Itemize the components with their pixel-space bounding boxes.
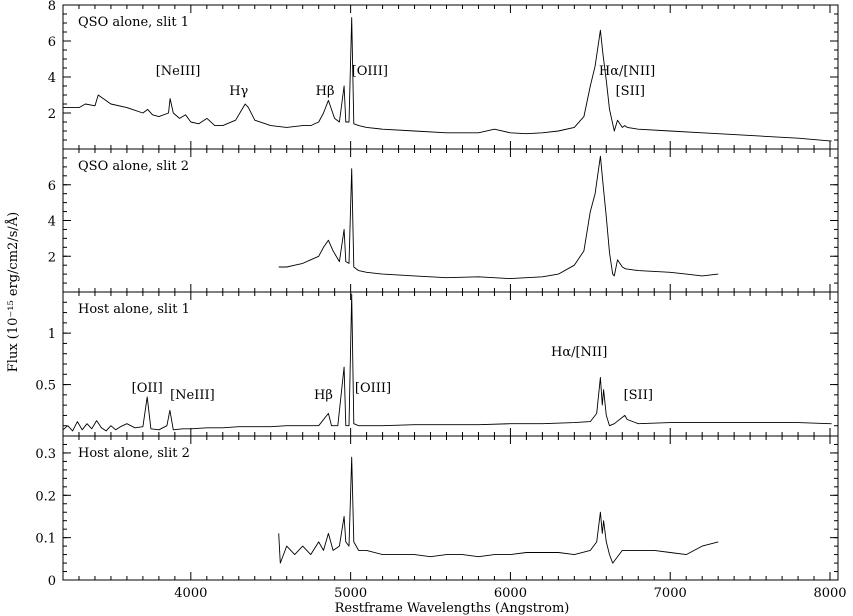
x-tick-label: 8000 (813, 586, 846, 601)
emission-line-label: [SII] (616, 84, 645, 99)
panel-1-ytick-label: 6 (48, 35, 56, 50)
panel-3-ytick-label: 1 (48, 327, 56, 342)
panel-3-spectrum-line (62, 293, 832, 432)
panel-4-ytick-label: 0.2 (35, 489, 56, 504)
y-axis-label: Flux (10⁻¹⁵ erg/cm2/s/Å) (5, 212, 21, 372)
panel-4-ytick-label: 0 (48, 574, 56, 589)
x-tick-label: 6000 (494, 586, 527, 601)
panel-2-title: QSO alone, slit 2 (78, 159, 189, 174)
emission-line-label: [OIII] (355, 381, 391, 396)
emission-line-label: Hβ (316, 84, 335, 99)
x-tick-label: 5000 (334, 586, 367, 601)
panel-1-ytick-label: 8 (48, 0, 56, 14)
panel-2-ytick-label: 6 (48, 179, 56, 194)
panel-1-title: QSO alone, slit 1 (78, 15, 189, 30)
emission-line-label: [NeIII] (170, 388, 215, 403)
emission-line-label: [SII] (624, 388, 653, 403)
emission-line-label: [OII] (132, 381, 163, 396)
emission-line-label: Hα/[NII] (551, 345, 607, 360)
emission-line-label: [OIII] (352, 64, 388, 79)
panel-2-ytick-label: 4 (48, 215, 56, 230)
panel-1-ytick-label: 4 (48, 71, 56, 86)
emission-line-label: Hα/[NII] (599, 64, 655, 79)
emission-line-label: Hγ (229, 84, 248, 99)
x-tick-label: 4000 (174, 586, 207, 601)
x-axis-label: Restframe Wavelengths (Angstrom) (335, 601, 570, 616)
panel-3-ytick-label: 0.5 (35, 379, 56, 394)
panel-1-spectrum-line (63, 17, 832, 142)
panel-4-frame (62, 435, 839, 581)
emission-line-label: [NeIII] (156, 64, 201, 79)
panel-1-ytick-label: 2 (48, 107, 56, 122)
panel-4-ytick-label: 0.1 (35, 532, 56, 547)
emission-line-label: Hβ (314, 388, 333, 403)
panel-3-title: Host alone, slit 1 (78, 302, 190, 317)
panel-4-title: Host alone, slit 2 (78, 446, 190, 461)
panel-4-spectrum-line (278, 456, 719, 564)
panel-2-ytick-label: 2 (48, 250, 56, 265)
x-tick-label: 7000 (654, 586, 687, 601)
panel-2-spectrum-line (278, 155, 719, 280)
panel-4-ytick-label: 0.3 (35, 447, 56, 462)
